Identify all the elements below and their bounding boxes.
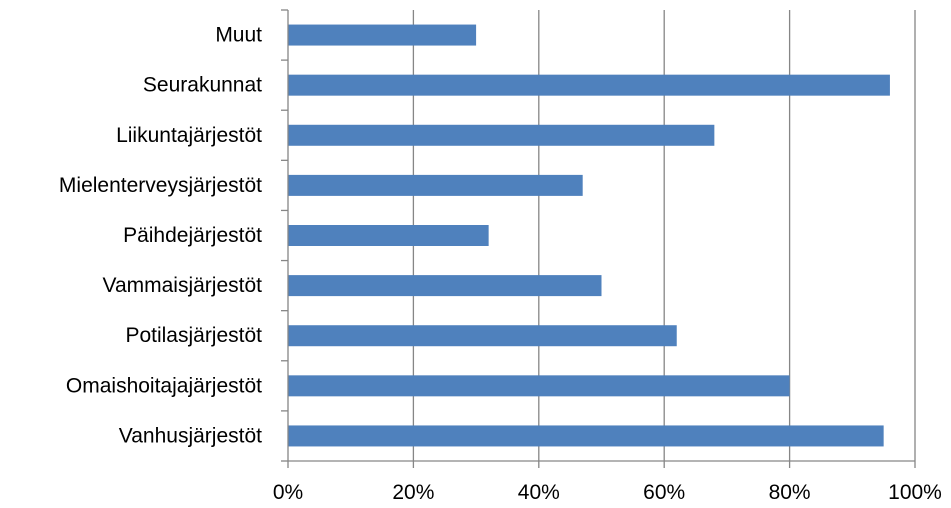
category-label: Mielenterveysjärjestöt (59, 174, 262, 197)
category-label: Liikuntajärjestöt (116, 124, 262, 147)
bar-0 (288, 24, 477, 46)
x-tick-label: 60% (643, 481, 685, 504)
category-labels: Muut Seurakunnat Liikuntajärjestöt Mielente… (59, 24, 262, 448)
x-tick-label: 80% (769, 481, 811, 504)
bars (288, 24, 890, 447)
category-label: Vammaisjärjestöt (103, 274, 263, 297)
category-label: Päihdejärjestöt (123, 224, 262, 247)
axes (281, 9, 916, 468)
x-tick-label: 40% (518, 481, 560, 504)
bar-4 (288, 225, 489, 246)
category-label: Muut (215, 24, 262, 47)
x-tick-label: 0% (273, 481, 303, 504)
bar-5 (288, 275, 602, 297)
x-tick-label: 20% (392, 481, 434, 504)
tick-labels: 0% 20% 40% 60% 80% 100% (273, 481, 942, 504)
bar-2 (288, 124, 715, 146)
category-label: Vanhusjärjestöt (119, 424, 262, 447)
category-label: Potilasjärjestöt (125, 324, 262, 347)
bar-6 (288, 325, 677, 347)
category-label: Omaishoitajajärjestöt (66, 374, 262, 397)
bar-7 (288, 375, 790, 397)
bar-8 (288, 425, 884, 447)
bar-1 (288, 74, 890, 96)
category-label: Seurakunnat (143, 74, 262, 97)
x-tick-label: 100% (888, 481, 942, 504)
bar-3 (288, 174, 583, 196)
